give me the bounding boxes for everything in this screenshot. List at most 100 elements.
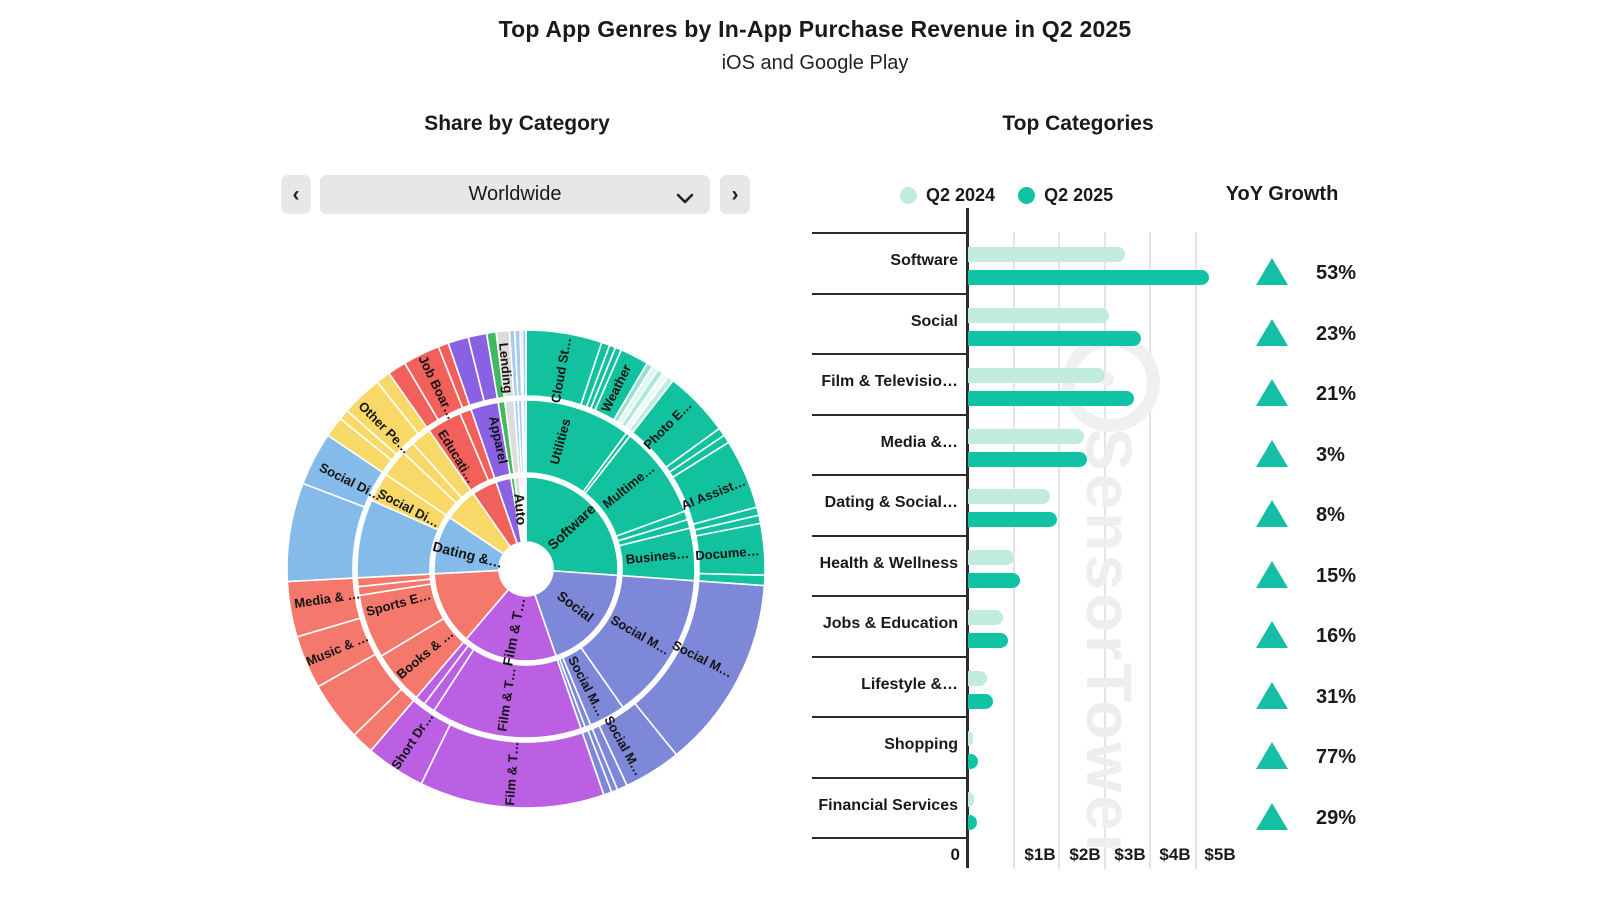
row-divider bbox=[812, 534, 967, 537]
header: Top App Genres by In-App Purchase Revenu… bbox=[0, 16, 1600, 75]
yoy-up-triangle-icon bbox=[1256, 500, 1288, 527]
row-divider bbox=[812, 474, 967, 476]
yoy-growth-value: 77% bbox=[1316, 746, 1357, 768]
yoy-growth-value: 29% bbox=[1316, 806, 1357, 829]
yoy-up-triangle-icon bbox=[1256, 621, 1288, 648]
bar-q2-2024-lifestyle-[interactable] bbox=[968, 670, 988, 686]
category-label-media-: Media &… bbox=[880, 433, 958, 451]
yoy-growth-value: 23% bbox=[1316, 322, 1357, 345]
bar-q2-2025-health-wellness[interactable] bbox=[968, 572, 1021, 588]
category-label-social: Social bbox=[910, 312, 958, 330]
yoy-up-triangle-icon bbox=[1256, 318, 1288, 346]
x-axis-tick-label: $2B bbox=[1069, 845, 1101, 864]
bar-q2-2024-health-wellness[interactable] bbox=[968, 549, 1014, 565]
yoy-up-triangle-icon bbox=[1256, 560, 1288, 588]
row-divider bbox=[812, 776, 967, 779]
legend-label-q2-2024: Q2 2024 bbox=[926, 185, 996, 205]
yoy-growth-value: 8% bbox=[1316, 504, 1345, 526]
page-subtitle: iOS and Google Play bbox=[721, 52, 909, 74]
yoy-up-triangle-icon bbox=[1256, 742, 1288, 769]
next-region-button[interactable]: › bbox=[720, 175, 750, 214]
yoy-growth-value: 21% bbox=[1316, 383, 1357, 405]
category-label-shopping: Shopping bbox=[884, 736, 958, 754]
yoy-growth-value: 53% bbox=[1316, 262, 1357, 284]
yoy-up-triangle-icon bbox=[1256, 439, 1288, 467]
row-divider bbox=[812, 353, 967, 355]
chevron-down-icon bbox=[676, 188, 694, 211]
category-label-jobs-education: Jobs & Education bbox=[822, 615, 958, 633]
sunburst-center-hole bbox=[500, 543, 552, 595]
page-title: Top App Genres by In-App Purchase Revenu… bbox=[498, 16, 1132, 42]
bar-q2-2025-financial-services[interactable] bbox=[968, 814, 977, 830]
yoy-up-triangle-icon bbox=[1256, 258, 1288, 285]
x-axis-tick-label: $5B bbox=[1204, 845, 1236, 864]
bar-q2-2024-financial-services[interactable] bbox=[968, 791, 975, 807]
bar-q2-2024-film-televisio-[interactable] bbox=[968, 368, 1105, 383]
sunburst-segment-software[interactable] bbox=[525, 476, 619, 577]
sunburst-label: Docume… bbox=[695, 543, 760, 563]
x-axis-tick-label: $1B bbox=[1024, 845, 1056, 864]
sunburst-segment-sliver[interactable] bbox=[522, 399, 527, 474]
bar-q2-2024-dating-social-[interactable] bbox=[968, 489, 1050, 504]
yoy-growth-value: 15% bbox=[1316, 564, 1357, 587]
region-dropdown-value: Worldwide bbox=[468, 183, 562, 205]
yoy-growth-title: YoY Growth bbox=[1225, 183, 1339, 205]
yoy-growth-value: 16% bbox=[1316, 625, 1357, 647]
sunburst-label: Busines… bbox=[625, 546, 690, 567]
bar-q2-2025-software[interactable] bbox=[968, 270, 1210, 285]
bar-q2-2025-film-televisio-[interactable] bbox=[968, 391, 1135, 406]
bar-q2-2025-lifestyle-[interactable] bbox=[968, 693, 994, 709]
bar-q2-2025-media-[interactable] bbox=[968, 451, 1088, 467]
gridline bbox=[1149, 232, 1151, 869]
row-divider bbox=[812, 837, 967, 839]
category-label-dating-social-: Dating & Social… bbox=[824, 494, 958, 512]
bar-q2-2025-dating-social-[interactable] bbox=[968, 512, 1057, 527]
legend-dot-q2-2025 bbox=[1018, 187, 1036, 204]
row-divider bbox=[812, 292, 967, 295]
gridline bbox=[1012, 232, 1015, 869]
row-divider bbox=[812, 716, 967, 718]
sunburst-segment-film-t-[interactable] bbox=[465, 588, 557, 662]
sunburst-label: Lending bbox=[496, 342, 516, 394]
gridline bbox=[1103, 232, 1106, 869]
bar-q2-2024-jobs-education[interactable] bbox=[968, 610, 1003, 625]
sunburst-label: Auto bbox=[511, 493, 530, 526]
bar-q2-2024-social[interactable] bbox=[968, 307, 1110, 323]
category-label-financial-services: Financial Services bbox=[818, 796, 958, 814]
category-label-lifestyle-: Lifestyle &… bbox=[861, 675, 958, 693]
yoy-up-triangle-icon bbox=[1256, 802, 1288, 830]
sunburst-title: Share by Category bbox=[424, 112, 610, 135]
row-divider bbox=[812, 232, 967, 234]
bar-q2-2025-jobs-education[interactable] bbox=[968, 633, 1009, 648]
prev-region-button[interactable]: ‹ bbox=[281, 175, 311, 214]
sunburst-chart-container: Software Social Film & T… Dating &… Auto Util… bbox=[276, 319, 776, 819]
legend-label-q2-2025: Q2 2025 bbox=[1044, 185, 1114, 205]
gridline bbox=[1194, 232, 1197, 869]
row-divider bbox=[812, 413, 967, 416]
row-divider bbox=[812, 595, 967, 597]
yoy-up-triangle-icon bbox=[1256, 681, 1288, 709]
bar-q2-2024-media-[interactable] bbox=[968, 428, 1085, 444]
yoy-up-triangle-icon bbox=[1256, 379, 1288, 406]
sunburst-segment-sliver[interactable] bbox=[521, 329, 527, 397]
x-axis-tick-label: $4B bbox=[1159, 845, 1191, 864]
bar-q2-2024-software[interactable] bbox=[968, 247, 1125, 262]
bar-q2-2025-social[interactable] bbox=[968, 330, 1141, 346]
category-label-health-wellness: Health & Wellness bbox=[819, 554, 958, 572]
legend: Q2 2024 Q2 2025 bbox=[900, 185, 1127, 206]
category-label-film-televisio-: Film & Televisio… bbox=[821, 373, 958, 391]
x-axis-tick-label: $3B bbox=[1114, 845, 1146, 864]
sunburst-segment-social[interactable] bbox=[533, 570, 619, 657]
bar-q2-2025-shopping[interactable] bbox=[968, 754, 978, 769]
bar-q2-2024-shopping[interactable] bbox=[968, 731, 974, 746]
gridline bbox=[1058, 232, 1060, 869]
region-dropdown[interactable]: Worldwide bbox=[320, 175, 710, 214]
sunburst-segment-sliver[interactable] bbox=[523, 476, 527, 543]
x-axis-tick-label: 0 bbox=[950, 845, 960, 864]
chevron-left-icon: ‹ bbox=[292, 182, 300, 206]
yoy-growth-value: 3% bbox=[1316, 443, 1345, 466]
